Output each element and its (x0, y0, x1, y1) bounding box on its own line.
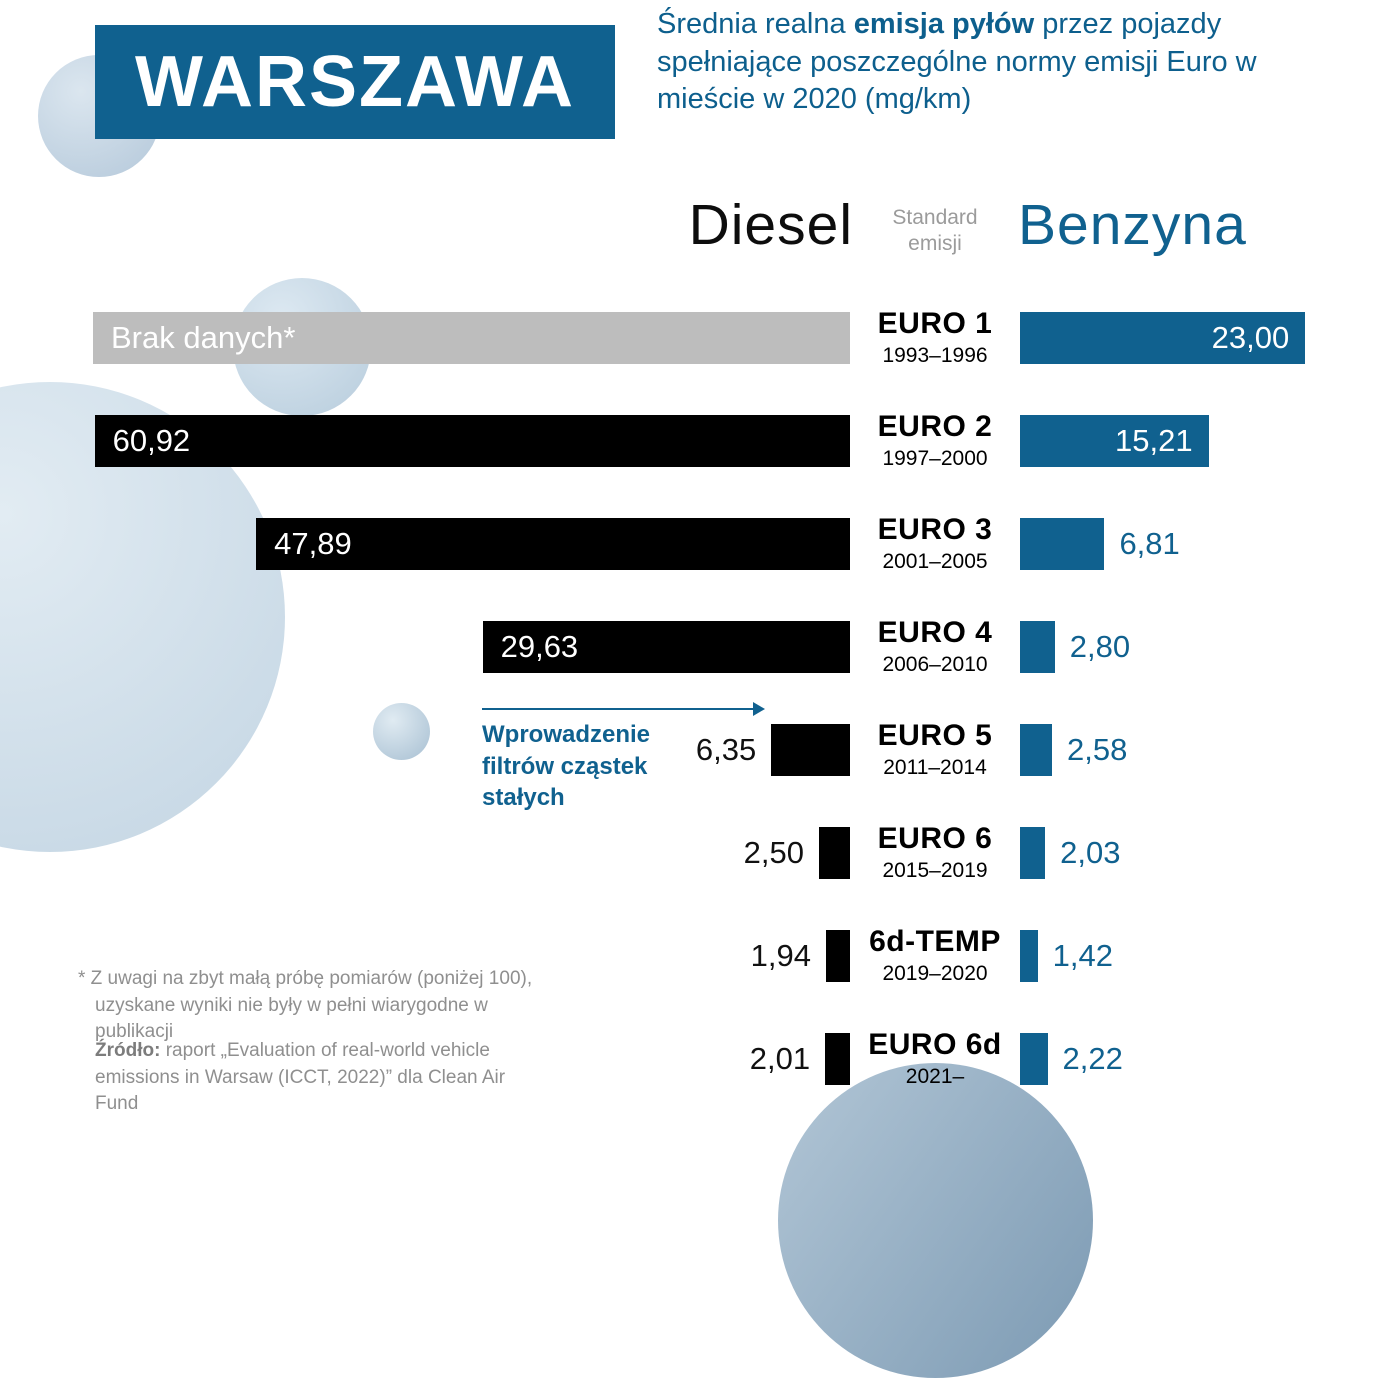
diesel-cell: 1,94 (0, 929, 850, 982)
diesel-cell: 6,35 (0, 723, 850, 776)
chart-row: 60,92 EURO 2 1997–2000 15,21 (0, 389, 1400, 492)
benzyna-value-label: 1,42 (1052, 937, 1113, 973)
benzyna-value-label: 15,21 (1115, 422, 1193, 458)
chart-row: 1,94 6d-TEMP 2019–2020 1,42 (0, 904, 1400, 1007)
standard-cell: EURO 6d 2021– (850, 1028, 1020, 1089)
diesel-value-label: 2,01 (749, 1040, 811, 1076)
standard-label: EURO 6d (868, 1028, 1002, 1061)
diesel-value-label: 1,94 (750, 937, 811, 973)
chart-row: 6,35 EURO 5 2011–2014 2,58 (0, 698, 1400, 801)
benzyna-bar (1020, 826, 1046, 879)
chart-row: 2,01 EURO 6d 2021– 2,22 (0, 1007, 1400, 1110)
benzyna-cell: 15,21 (1020, 414, 1400, 467)
standard-cell: EURO 6 2015–2019 (850, 822, 1020, 883)
decorative-circle-bottom (778, 1063, 1093, 1378)
standard-cell: EURO 3 2001–2005 (850, 513, 1020, 574)
diesel-value-label: 60,92 (112, 422, 191, 458)
benzyna-value-label: 6,81 (1119, 525, 1180, 561)
benzyna-bar: 15,21 (1020, 414, 1209, 467)
benzyna-value-label: 2,22 (1062, 1040, 1123, 1076)
standard-label: 6d-TEMP (869, 925, 1001, 958)
decorative-circle-small (373, 703, 430, 760)
standard-label: EURO 1 (877, 307, 993, 340)
benzyna-cell: 1,42 (1020, 929, 1400, 982)
diesel-value-label: 2,50 (743, 834, 804, 870)
chart-row: 29,63 EURO 4 2006–2010 2,80 (0, 595, 1400, 698)
diesel-cell: 2,50 (0, 826, 850, 879)
benzyna-bar (1020, 620, 1055, 673)
diesel-value-label: 47,89 (274, 525, 352, 561)
standard-label: EURO 4 (877, 616, 993, 649)
standard-cell: EURO 5 2011–2014 (850, 719, 1020, 780)
diesel-value-label: Brak danych* (111, 319, 296, 355)
source-label: Źródło: (95, 1040, 161, 1061)
diesel-bar (771, 723, 850, 776)
benzyna-bar (1020, 1032, 1048, 1085)
chart-title: Średnia realna emisja pyłów przez pojazd… (657, 6, 1347, 119)
chart-row: Brak danych* EURO 1 1993–1996 23,00 (0, 286, 1400, 389)
benzyna-value-label: 2,58 (1066, 731, 1128, 767)
diesel-no-data-bar: Brak danych* (93, 311, 850, 364)
benzyna-value-label: 2,03 (1060, 834, 1121, 870)
standard-cell: EURO 4 2006–2010 (850, 616, 1020, 677)
benzyna-cell: 2,03 (1020, 826, 1400, 879)
diesel-value-label: 29,63 (500, 628, 579, 664)
benzyna-bar: 23,00 (1020, 311, 1306, 364)
title-bold: emisja pyłów (853, 8, 1035, 40)
city-name: WARSZAWA (135, 42, 575, 122)
diesel-bar (825, 929, 850, 982)
standard-label: EURO 3 (877, 513, 993, 546)
benzyna-cell: 2,58 (1020, 723, 1400, 776)
standard-years: 2015–2019 (882, 859, 988, 882)
arrow-right-icon (482, 702, 765, 716)
diesel-cell: 60,92 (0, 414, 850, 467)
chart-row: 2,50 EURO 6 2015–2019 2,03 (0, 801, 1400, 904)
city-header: WARSZAWA (95, 25, 615, 139)
source-text: raport „Evaluation of real-world vehicle… (95, 1040, 506, 1115)
standard-years: 2001–2005 (882, 550, 988, 573)
footnote: * Z uwagi na zbyt małą próbę pomiarów (p… (78, 968, 533, 1043)
diesel-bar (819, 826, 850, 879)
diesel-bar: 60,92 (94, 414, 850, 467)
standard-years: 2006–2010 (882, 653, 988, 676)
benzyna-cell: 2,80 (1020, 620, 1400, 673)
standard-label: EURO 6 (877, 822, 993, 855)
standard-cell: EURO 2 1997–2000 (850, 410, 1020, 471)
standard-label: EURO 2 (877, 410, 993, 443)
benzyna-column-header: Benzyna (1018, 193, 1247, 257)
chart-row: 47,89 EURO 3 2001–2005 6,81 (0, 492, 1400, 595)
benzyna-cell: 23,00 (1020, 311, 1400, 364)
diesel-cell: 47,89 (0, 517, 850, 570)
standard-years: 2011–2014 (883, 756, 987, 779)
benzyna-bar (1020, 517, 1105, 570)
benzyna-value-label: 23,00 (1211, 319, 1290, 355)
diesel-bar: 47,89 (256, 517, 850, 570)
diesel-column-header: Diesel (688, 193, 853, 257)
source-note: Źródło: raport „Evaluation of real-world… (95, 1038, 535, 1118)
benzyna-cell: 6,81 (1020, 517, 1400, 570)
diesel-cell: 29,63 (0, 620, 850, 673)
benzyna-value-label: 2,80 (1069, 628, 1131, 664)
diesel-cell: 2,01 (0, 1032, 850, 1085)
standard-column-header: Standard emisji (892, 206, 978, 256)
standard-cell: EURO 1 1993–1996 (850, 307, 1020, 368)
standard-years: 2019–2020 (882, 962, 988, 985)
standard-years: 1993–1996 (882, 344, 988, 367)
standard-years: 2021– (905, 1065, 965, 1088)
benzyna-cell: 2,22 (1020, 1032, 1400, 1085)
arrow-head-icon (753, 702, 765, 716)
benzyna-bar (1020, 723, 1052, 776)
standard-label: EURO 5 (877, 719, 993, 752)
particle-filter-annotation: Wprowadzenie filtrów cząstek stałych (482, 721, 651, 812)
standard-years: 1997–2000 (882, 447, 988, 470)
title-pre: Średnia realna (657, 8, 854, 40)
benzyna-bar (1020, 929, 1038, 982)
title-post: przez pojazdy spełniające poszczególne n… (657, 8, 1257, 116)
diesel-bar (825, 1032, 850, 1085)
diesel-bar: 29,63 (482, 620, 850, 673)
diesel-value-label: 6,35 (695, 731, 757, 767)
diesel-cell: Brak danych* (0, 311, 850, 364)
chart-rows: Brak danych* EURO 1 1993–1996 23,00 60,92 EUR… (0, 286, 1400, 1110)
standard-cell: 6d-TEMP 2019–2020 (850, 925, 1020, 986)
